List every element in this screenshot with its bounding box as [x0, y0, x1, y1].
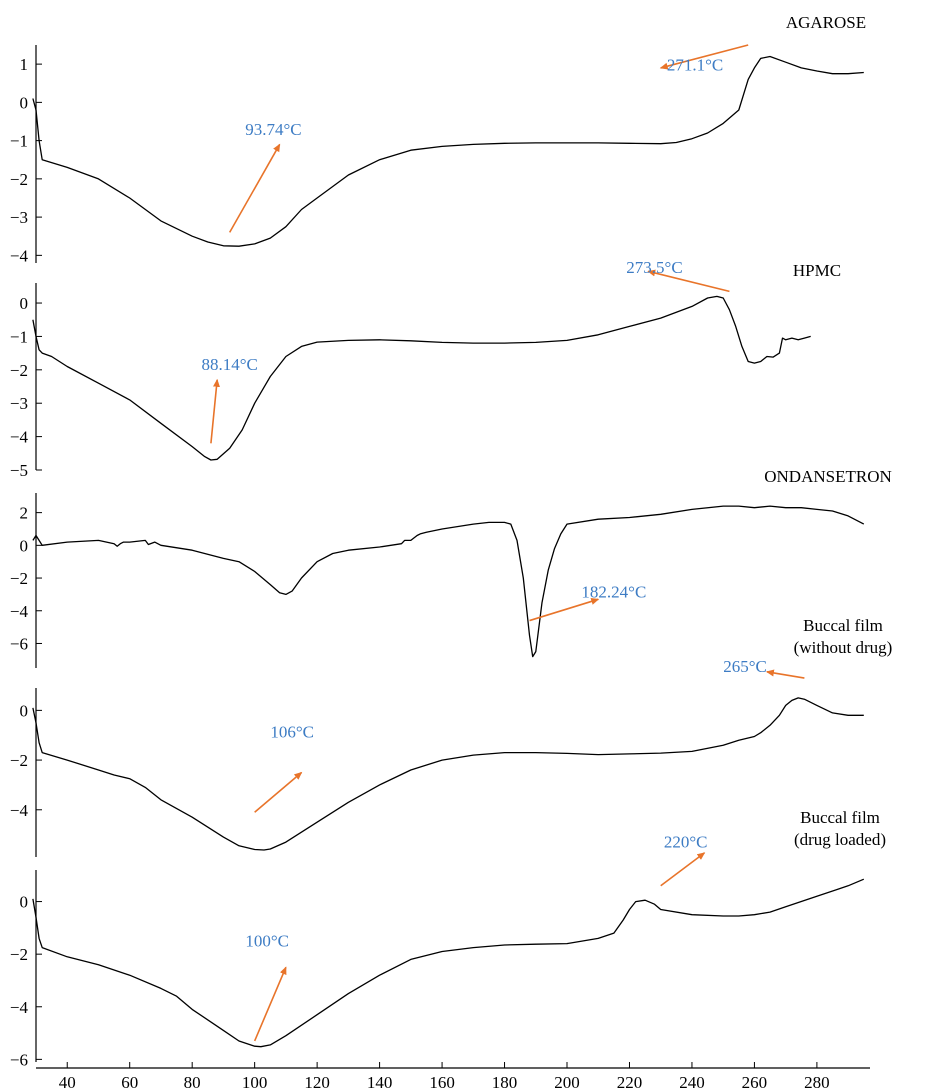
x-tick-label: 40 [59, 1073, 76, 1091]
panel-label-line: (without drug) [794, 638, 893, 657]
y-tick-label: −3 [10, 394, 28, 413]
dsc-curve [32, 55, 864, 247]
dsc-curve [32, 697, 864, 851]
x-tick-label: 120 [304, 1073, 330, 1091]
y-tick-label: −1 [10, 327, 28, 346]
y-tick-label: −2 [10, 751, 28, 770]
y-tick-label: 0 [20, 701, 29, 720]
y-tick-label: −5 [10, 461, 28, 480]
x-tick-label: 280 [804, 1073, 830, 1091]
panel-label: HPMC [793, 261, 841, 280]
panel-3: 2 0 −2 −4 −6 ONDANSETRON 182.24°C [10, 467, 892, 668]
annotation-arrow [254, 771, 303, 813]
annotation-arrow [647, 269, 730, 293]
x-tick-label: 100 [242, 1073, 268, 1091]
y-tick-label: −6 [10, 1050, 28, 1069]
annotation-arrow [765, 669, 805, 679]
annotation-arrow [660, 852, 706, 887]
y-tick-label: −6 [10, 634, 28, 653]
dsc-curve [32, 295, 811, 461]
x-tick-label: 140 [367, 1073, 393, 1091]
x-axis: 40 60 80 100 120 140 160 180 200 220 240 260 280 [36, 1062, 870, 1091]
dsc-curve [32, 878, 865, 1048]
panel-label-line: Buccal film [800, 808, 880, 827]
y-tick-label: −4 [10, 428, 29, 447]
annotation-label: 88.14°C [201, 355, 257, 374]
panel-label: AGAROSE [786, 13, 866, 32]
annotation-arrow [659, 44, 749, 70]
x-tick-label: 180 [492, 1073, 518, 1091]
y-tick-label: 1 [20, 55, 29, 74]
y-tick-label: 0 [20, 893, 29, 912]
x-tick-label: 240 [679, 1073, 705, 1091]
y-tick-label: −4 [10, 602, 29, 621]
annotation-label: 220°C [664, 833, 708, 852]
annotation-label: 93.74°C [245, 120, 301, 139]
panel-label-line: AGAROSE [786, 13, 866, 32]
annotation-label: 100°C [245, 931, 289, 950]
panel-5: 0 −2 −4 −6 Buccal film (drug loaded) 100°C 220°… [10, 808, 886, 1069]
annotation-arrow [253, 966, 287, 1042]
panel-1: 1 0 −1 −2 −3 −4 AGAROSE 93.74°C 271.1°C [10, 13, 866, 265]
y-tick-label: −1 [10, 132, 28, 151]
y-tick-label: −2 [10, 170, 28, 189]
x-tick-label: 200 [554, 1073, 580, 1091]
y-tick-label: −4 [10, 801, 29, 820]
panel-label-line: ONDANSETRON [764, 467, 892, 486]
annotation-label: 273.5°C [626, 258, 682, 277]
annotation-arrow [529, 598, 600, 622]
x-tick-label: 220 [617, 1073, 643, 1091]
panel-4: 0 −2 −4 Buccal film (without drug) 106°C 265°C [10, 616, 892, 857]
y-tick-label: 0 [20, 294, 29, 313]
y-tick-label: −4 [10, 246, 29, 265]
x-tick-label: 60 [121, 1073, 138, 1091]
x-tick-label: 160 [429, 1073, 455, 1091]
y-tick-label: −2 [10, 945, 28, 964]
annotation-label: 106°C [270, 723, 314, 742]
annotation-arrow [210, 378, 220, 444]
y-tick-label: −4 [10, 998, 29, 1017]
x-tick-label: 80 [184, 1073, 201, 1091]
y-tick-label: −3 [10, 208, 28, 227]
annotation-label: 265°C [723, 657, 767, 676]
panel-label: Buccal film (without drug) [794, 616, 893, 657]
panel-label-line: (drug loaded) [794, 830, 886, 849]
panel-label: ONDANSETRON [764, 467, 892, 486]
panel-label-line: Buccal film [803, 616, 883, 635]
dsc-curve [32, 505, 865, 658]
y-tick-label: −2 [10, 569, 28, 588]
annotation-label: 271.1°C [667, 56, 723, 75]
panel-2: 0 −1 −2 −3 −4 −5 HPMC 88.14°C 273.5°C [10, 258, 841, 480]
annotation-arrow [228, 143, 281, 233]
y-tick-label: 0 [20, 536, 29, 555]
panel-label: Buccal film (drug loaded) [794, 808, 886, 849]
annotation-label: 182.24°C [581, 583, 646, 602]
y-tick-label: 0 [20, 93, 29, 112]
y-tick-label: 2 [20, 504, 29, 523]
x-tick-label: 260 [742, 1073, 768, 1091]
y-tick-label: −2 [10, 361, 28, 380]
panel-label-line: HPMC [793, 261, 841, 280]
